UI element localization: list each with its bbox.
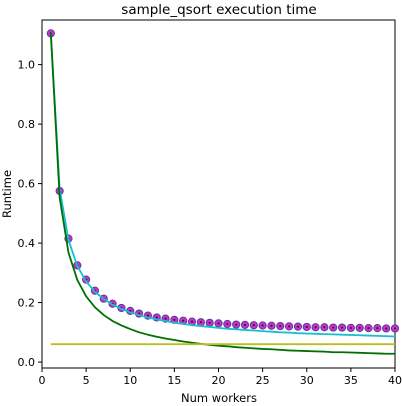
x-tick-label: 30 [300, 374, 314, 387]
plot-frame [41, 19, 396, 369]
x-axis-label: Num workers [181, 391, 257, 405]
y-tick-label: 1.0 [18, 59, 36, 72]
axis-ticks: 0 5 10 15 20 25 30 35 40 0.0 0.2 0.4 0.6 0.8 1.0 [18, 59, 402, 387]
x-tick-label: 35 [344, 374, 358, 387]
y-tick-label: 0.2 [18, 297, 36, 310]
data-point-center [199, 321, 202, 324]
x-tick-label: 10 [123, 374, 137, 387]
data-point-center [332, 326, 335, 329]
x-tick-label: 25 [256, 374, 270, 387]
x-tick-label: 0 [39, 374, 46, 387]
data-point-center [146, 314, 149, 317]
data-point-center [217, 322, 220, 325]
data-point-center [296, 325, 300, 328]
data-point-center [367, 327, 370, 330]
series-line [49, 33, 395, 355]
data-point-center [385, 327, 388, 330]
y-tick-label: 0.4 [18, 237, 36, 250]
data-point-center [305, 325, 308, 329]
y-tick-label: 0.8 [18, 118, 36, 131]
x-tick-label: 15 [167, 374, 181, 387]
data-point-center [226, 322, 229, 326]
x-tick-label: 20 [212, 374, 226, 387]
chart-title: sample_qsort execution time [121, 2, 316, 18]
y-tick-label: 0.6 [18, 178, 36, 191]
data-point-center [376, 327, 379, 330]
y-tick-label: 0.0 [18, 356, 36, 369]
data-point-center [173, 318, 176, 321]
data-point-center [340, 326, 344, 329]
data-point-center [314, 326, 317, 329]
x-tick-label: 40 [388, 374, 402, 387]
data-point-center [393, 327, 397, 330]
data-point-center [208, 321, 211, 324]
data-point-center [155, 316, 158, 319]
data-point-center [270, 324, 273, 327]
data-point-center [261, 324, 264, 327]
data-point-center [279, 324, 282, 328]
series-line [49, 33, 396, 338]
data-point-center [182, 319, 185, 322]
x-tick-label: 5 [83, 374, 90, 387]
data-point-center [190, 320, 194, 323]
data-point-center [252, 324, 255, 327]
data-point-center [349, 326, 352, 329]
data-point-center [235, 323, 238, 326]
data-point-center [288, 325, 291, 328]
data-point-center [164, 317, 167, 320]
y-axis-label: Runtime [0, 170, 14, 218]
series-layer [46, 29, 400, 355]
data-point-center [243, 323, 247, 326]
data-point-center [323, 326, 326, 329]
data-point-center [358, 326, 361, 329]
